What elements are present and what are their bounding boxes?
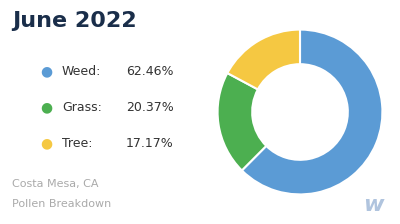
Text: ●: ● (40, 101, 52, 114)
Text: Grass:: Grass: (62, 101, 102, 114)
Text: ●: ● (40, 65, 52, 79)
Text: Tree:: Tree: (62, 137, 92, 150)
Text: 62.46%: 62.46% (126, 65, 174, 78)
Wedge shape (218, 73, 266, 170)
Text: Pollen Breakdown: Pollen Breakdown (12, 199, 111, 209)
Wedge shape (242, 30, 382, 194)
Text: 17.17%: 17.17% (126, 137, 174, 150)
Text: w: w (364, 195, 384, 215)
Wedge shape (227, 30, 300, 89)
Text: June 2022: June 2022 (12, 11, 137, 31)
Text: Weed:: Weed: (62, 65, 101, 78)
Text: ●: ● (40, 136, 52, 150)
Text: Costa Mesa, CA: Costa Mesa, CA (12, 179, 98, 189)
Text: 20.37%: 20.37% (126, 101, 174, 114)
